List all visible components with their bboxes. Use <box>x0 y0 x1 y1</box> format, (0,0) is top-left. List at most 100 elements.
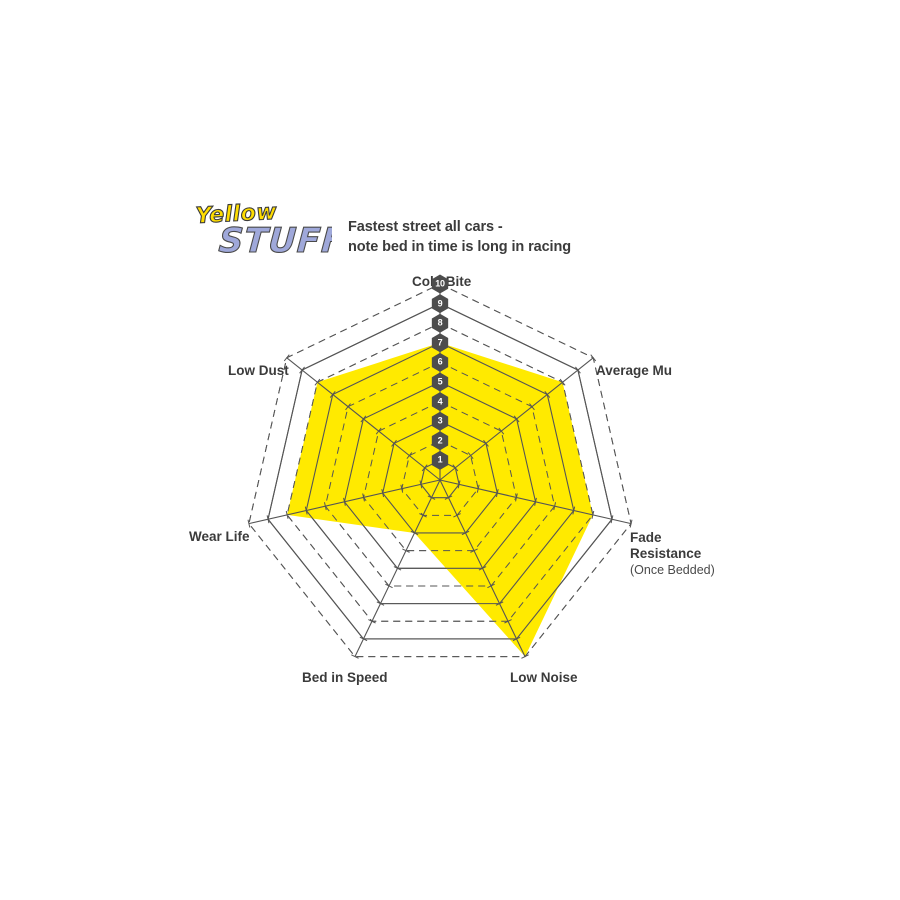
axis-tick <box>419 513 427 518</box>
scale-badge-shape <box>431 431 449 451</box>
axis-tick <box>368 619 376 624</box>
axis-label-fade-line1: Fade <box>630 530 662 545</box>
axis-tick <box>266 515 270 524</box>
axis-tick <box>329 391 336 398</box>
scale-badge-10: 10 <box>431 274 450 294</box>
axis-tick <box>483 439 489 447</box>
axis-tick <box>453 513 461 518</box>
axis-tick <box>323 502 327 511</box>
yellowstuff-logo: STUFF Yellow <box>192 196 332 262</box>
axis-tick <box>504 619 512 624</box>
axis-tick <box>461 530 470 536</box>
headline-text: Fastest street all cars - note bed in ti… <box>348 219 571 255</box>
scale-badge-shape <box>431 450 449 470</box>
axis-tick <box>381 489 385 498</box>
axis-tick <box>314 378 321 386</box>
grid-ring-overlay-10 <box>248 283 632 658</box>
axis-tick <box>476 484 480 493</box>
axis-tick <box>529 403 535 411</box>
axis-label-low-noise: Low Noise <box>510 670 578 685</box>
grid-ring-overlay-4 <box>363 401 517 552</box>
axis-tick <box>410 530 419 536</box>
scale-badge-3: 3 <box>431 411 450 431</box>
grid-ring-overlay-8 <box>286 322 594 622</box>
axis-tick <box>385 583 393 589</box>
axis-tick <box>610 515 614 524</box>
axis-tick <box>572 506 576 515</box>
axis-tick <box>512 636 521 642</box>
axis-tick <box>467 452 474 459</box>
scale-badge-value: 7 <box>437 337 443 348</box>
axis-tick <box>285 510 289 519</box>
axis-tick <box>521 654 529 659</box>
axis-tick <box>498 427 505 435</box>
scale-badge-shape <box>431 392 449 412</box>
axis-tick <box>495 601 504 606</box>
axis-tick <box>393 566 402 571</box>
scale-badge-9: 9 <box>431 294 450 314</box>
grid-ring-overlay-1 <box>420 459 460 499</box>
axis-tick <box>591 510 595 519</box>
scale-badge-value: 3 <box>437 415 443 426</box>
axis-tick <box>444 495 453 500</box>
axis-tick <box>400 484 404 493</box>
scale-badge-value: 4 <box>437 396 443 407</box>
axis-tick <box>406 452 413 459</box>
scale-badge-shape <box>431 333 449 353</box>
scale-badge-7: 7 <box>431 333 450 353</box>
axis-tick <box>304 506 308 515</box>
scale-badge-shape <box>431 372 449 392</box>
axis-tick <box>427 495 436 500</box>
scale-badge-8: 8 <box>431 313 450 333</box>
axis-tick <box>478 566 487 571</box>
scale-badge-value: 9 <box>437 298 443 309</box>
axis-tick <box>495 489 499 498</box>
grid-ring-overlay-5 <box>343 381 537 569</box>
axis-tick <box>457 480 461 489</box>
logo-word-stuff: STUFF <box>217 220 332 261</box>
svg-text:STUFF: STUFF <box>217 221 332 261</box>
grid-ring-overlay-9 <box>267 302 613 640</box>
svg-text:Yellow: Yellow <box>195 200 278 229</box>
grid-ring-overlay-3 <box>382 420 498 534</box>
axis-label-wear-life: Wear Life <box>189 529 250 544</box>
axis-tick <box>345 403 351 411</box>
axis-tick <box>487 583 495 589</box>
logo-word-yellow: Yellow <box>194 199 278 229</box>
scale-badge-value: 1 <box>437 454 443 465</box>
axis-tick <box>452 464 459 472</box>
scale-badge-value: 6 <box>437 356 443 367</box>
axis-tick <box>419 480 423 489</box>
axis-tick <box>376 601 385 606</box>
scale-badge-shape <box>431 274 449 294</box>
scale-badge-4: 4 <box>431 392 450 412</box>
axis-tick <box>359 636 368 642</box>
axis-tick <box>351 654 359 659</box>
scale-badge-value: 8 <box>437 317 443 328</box>
axis-label-fade-resistance: Fade Resistance (Once Bedded) <box>630 530 715 578</box>
axis-tick <box>375 427 382 435</box>
scale-badge-value: 5 <box>437 376 443 387</box>
series-polygon-YellowStuff <box>287 342 593 657</box>
radar-series-fill <box>287 342 593 657</box>
grid-ring-overlay-2 <box>401 440 479 516</box>
axis-tick <box>470 548 478 553</box>
scale-badge-shape <box>431 313 449 333</box>
scale-badge-1: 1 <box>431 450 450 470</box>
axis-label-bed-in-speed: Bed in Speed <box>302 670 388 685</box>
scale-badge-5: 5 <box>431 372 450 392</box>
axis-tick <box>515 493 518 502</box>
scale-badge-shape <box>431 352 449 372</box>
axis-tick <box>283 354 290 362</box>
axis-tick <box>575 366 581 374</box>
scale-badge-6: 6 <box>431 352 450 372</box>
axis-label-fade-note: (Once Bedded) <box>630 562 715 577</box>
axis-tick <box>590 354 597 362</box>
axis-tick <box>402 548 410 553</box>
axis-tick <box>553 502 557 511</box>
scale-badge-shape <box>431 294 449 314</box>
axis-label-fade-line2: Resistance <box>630 546 702 562</box>
